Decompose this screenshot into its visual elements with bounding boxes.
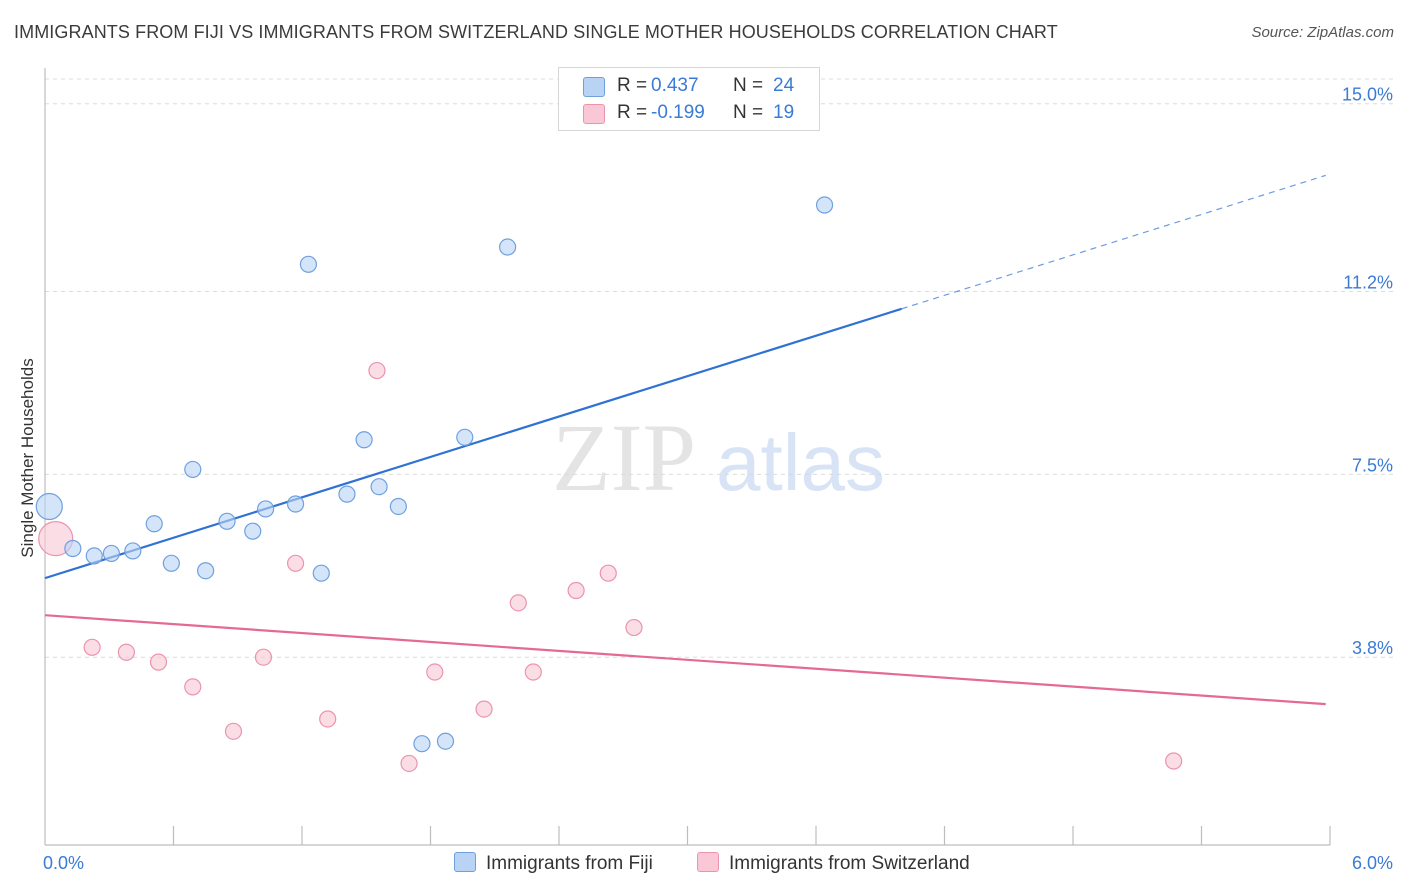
bottom-legend-switzerland: Immigrants from Switzerland (697, 852, 970, 875)
trend-line-switzerland (44, 614, 1326, 706)
point-switzerland-14 (524, 663, 542, 681)
grid-lines (45, 78, 1395, 658)
point-switzerland-6 (254, 648, 273, 666)
bottom-legend-fiji: Immigrants from Fiji (454, 852, 653, 875)
chart-title: IMMIGRANTS FROM FIJI VS IMMIGRANTS FROM … (14, 22, 1058, 42)
point-fiji-6 (162, 554, 180, 572)
tick-labels: 3.8% 7.5% 11.2% 15.0% 0.0% 6.0% (43, 85, 1393, 873)
legend-r-label-switzerland: R = (617, 102, 648, 123)
point-fiji-9 (218, 512, 236, 530)
legend-swatch-fiji (583, 77, 605, 97)
legend-n-value-fiji: 24 (773, 75, 795, 96)
legend-n-value-switzerland: 19 (773, 102, 795, 123)
point-fiji-21 (456, 428, 474, 446)
data-points (35, 196, 1183, 773)
point-fiji-19 (413, 735, 431, 753)
point-fiji-14 (312, 564, 330, 582)
point-fiji-7 (184, 460, 202, 479)
trend-lines (44, 174, 1326, 706)
point-fiji-22 (499, 238, 517, 256)
point-switzerland-3 (149, 653, 168, 671)
point-fiji-17 (370, 478, 388, 496)
point-switzerland-7 (286, 554, 305, 572)
point-fiji-0 (35, 492, 63, 521)
point-switzerland-2 (117, 643, 135, 661)
watermark: ZIP atlas (552, 404, 885, 511)
x-tick-label-1: 6.0% (1352, 853, 1393, 873)
point-fiji-16 (355, 431, 373, 449)
point-switzerland-12 (475, 700, 493, 718)
point-fiji-13 (299, 255, 318, 273)
point-switzerland-5 (224, 722, 243, 740)
point-switzerland-0 (38, 520, 74, 557)
point-fiji-8 (197, 562, 215, 580)
bottom-legend-label-fiji: Immigrants from Fiji (486, 853, 653, 874)
y-tick-label-0: 3.8% (1352, 638, 1393, 658)
point-fiji-12 (286, 495, 305, 513)
point-fiji-11 (256, 500, 275, 518)
point-fiji-18 (389, 497, 407, 516)
point-fiji-3 (102, 544, 120, 563)
bottom-legend-swatch-switzerland (697, 852, 719, 872)
point-switzerland-11 (426, 663, 444, 681)
y-tick-label-2: 11.2% (1343, 273, 1393, 293)
bottom-legend-swatch-fiji (454, 852, 476, 872)
legend-r-label-fiji: R = (617, 75, 648, 96)
point-switzerland-1 (83, 638, 101, 656)
legend-r-value-fiji: 0.437 (651, 75, 699, 96)
point-fiji-1 (64, 539, 82, 558)
point-switzerland-9 (368, 361, 386, 380)
point-fiji-4 (124, 542, 142, 560)
source-credit: Source: ZipAtlas.com (1251, 24, 1394, 41)
trend-line-fiji (44, 307, 902, 580)
point-switzerland-8 (319, 710, 337, 728)
legend-n-label-switzerland: N = (733, 102, 764, 123)
point-fiji-15 (338, 485, 356, 503)
correlation-legend: R = 0.437 N = 24 R = -0.199 N = 19 (558, 67, 820, 131)
point-fiji-20 (436, 732, 455, 750)
point-fiji-2 (85, 547, 103, 565)
point-switzerland-17 (625, 618, 643, 637)
point-switzerland-16 (599, 564, 617, 582)
point-fiji-5 (145, 515, 163, 533)
point-switzerland-15 (567, 581, 585, 600)
point-switzerland-10 (400, 754, 418, 773)
y-tick-label-1: 7.5% (1352, 455, 1393, 475)
x-tick-label-0: 0.0% (43, 853, 84, 873)
y-tick-label-3: 15.0% (1342, 85, 1393, 105)
point-switzerland-4 (184, 678, 202, 696)
legend-swatch-switzerland (583, 104, 605, 124)
point-fiji-10 (244, 522, 262, 540)
legend-n-label-fiji: N = (733, 75, 764, 96)
point-switzerland-13 (509, 594, 527, 612)
point-fiji-23 (815, 196, 834, 214)
bottom-legend-label-switzerland: Immigrants from Switzerland (729, 853, 970, 874)
watermark-atlas: atlas (716, 418, 885, 507)
legend-r-value-switzerland: -0.199 (651, 102, 705, 123)
y-axis-label: Single Mother Households (18, 358, 37, 558)
trend-line-fiji-extension (901, 174, 1326, 310)
point-switzerland-18 (1165, 752, 1183, 770)
axes (44, 68, 1331, 846)
watermark-zip: ZIP (552, 404, 696, 511)
